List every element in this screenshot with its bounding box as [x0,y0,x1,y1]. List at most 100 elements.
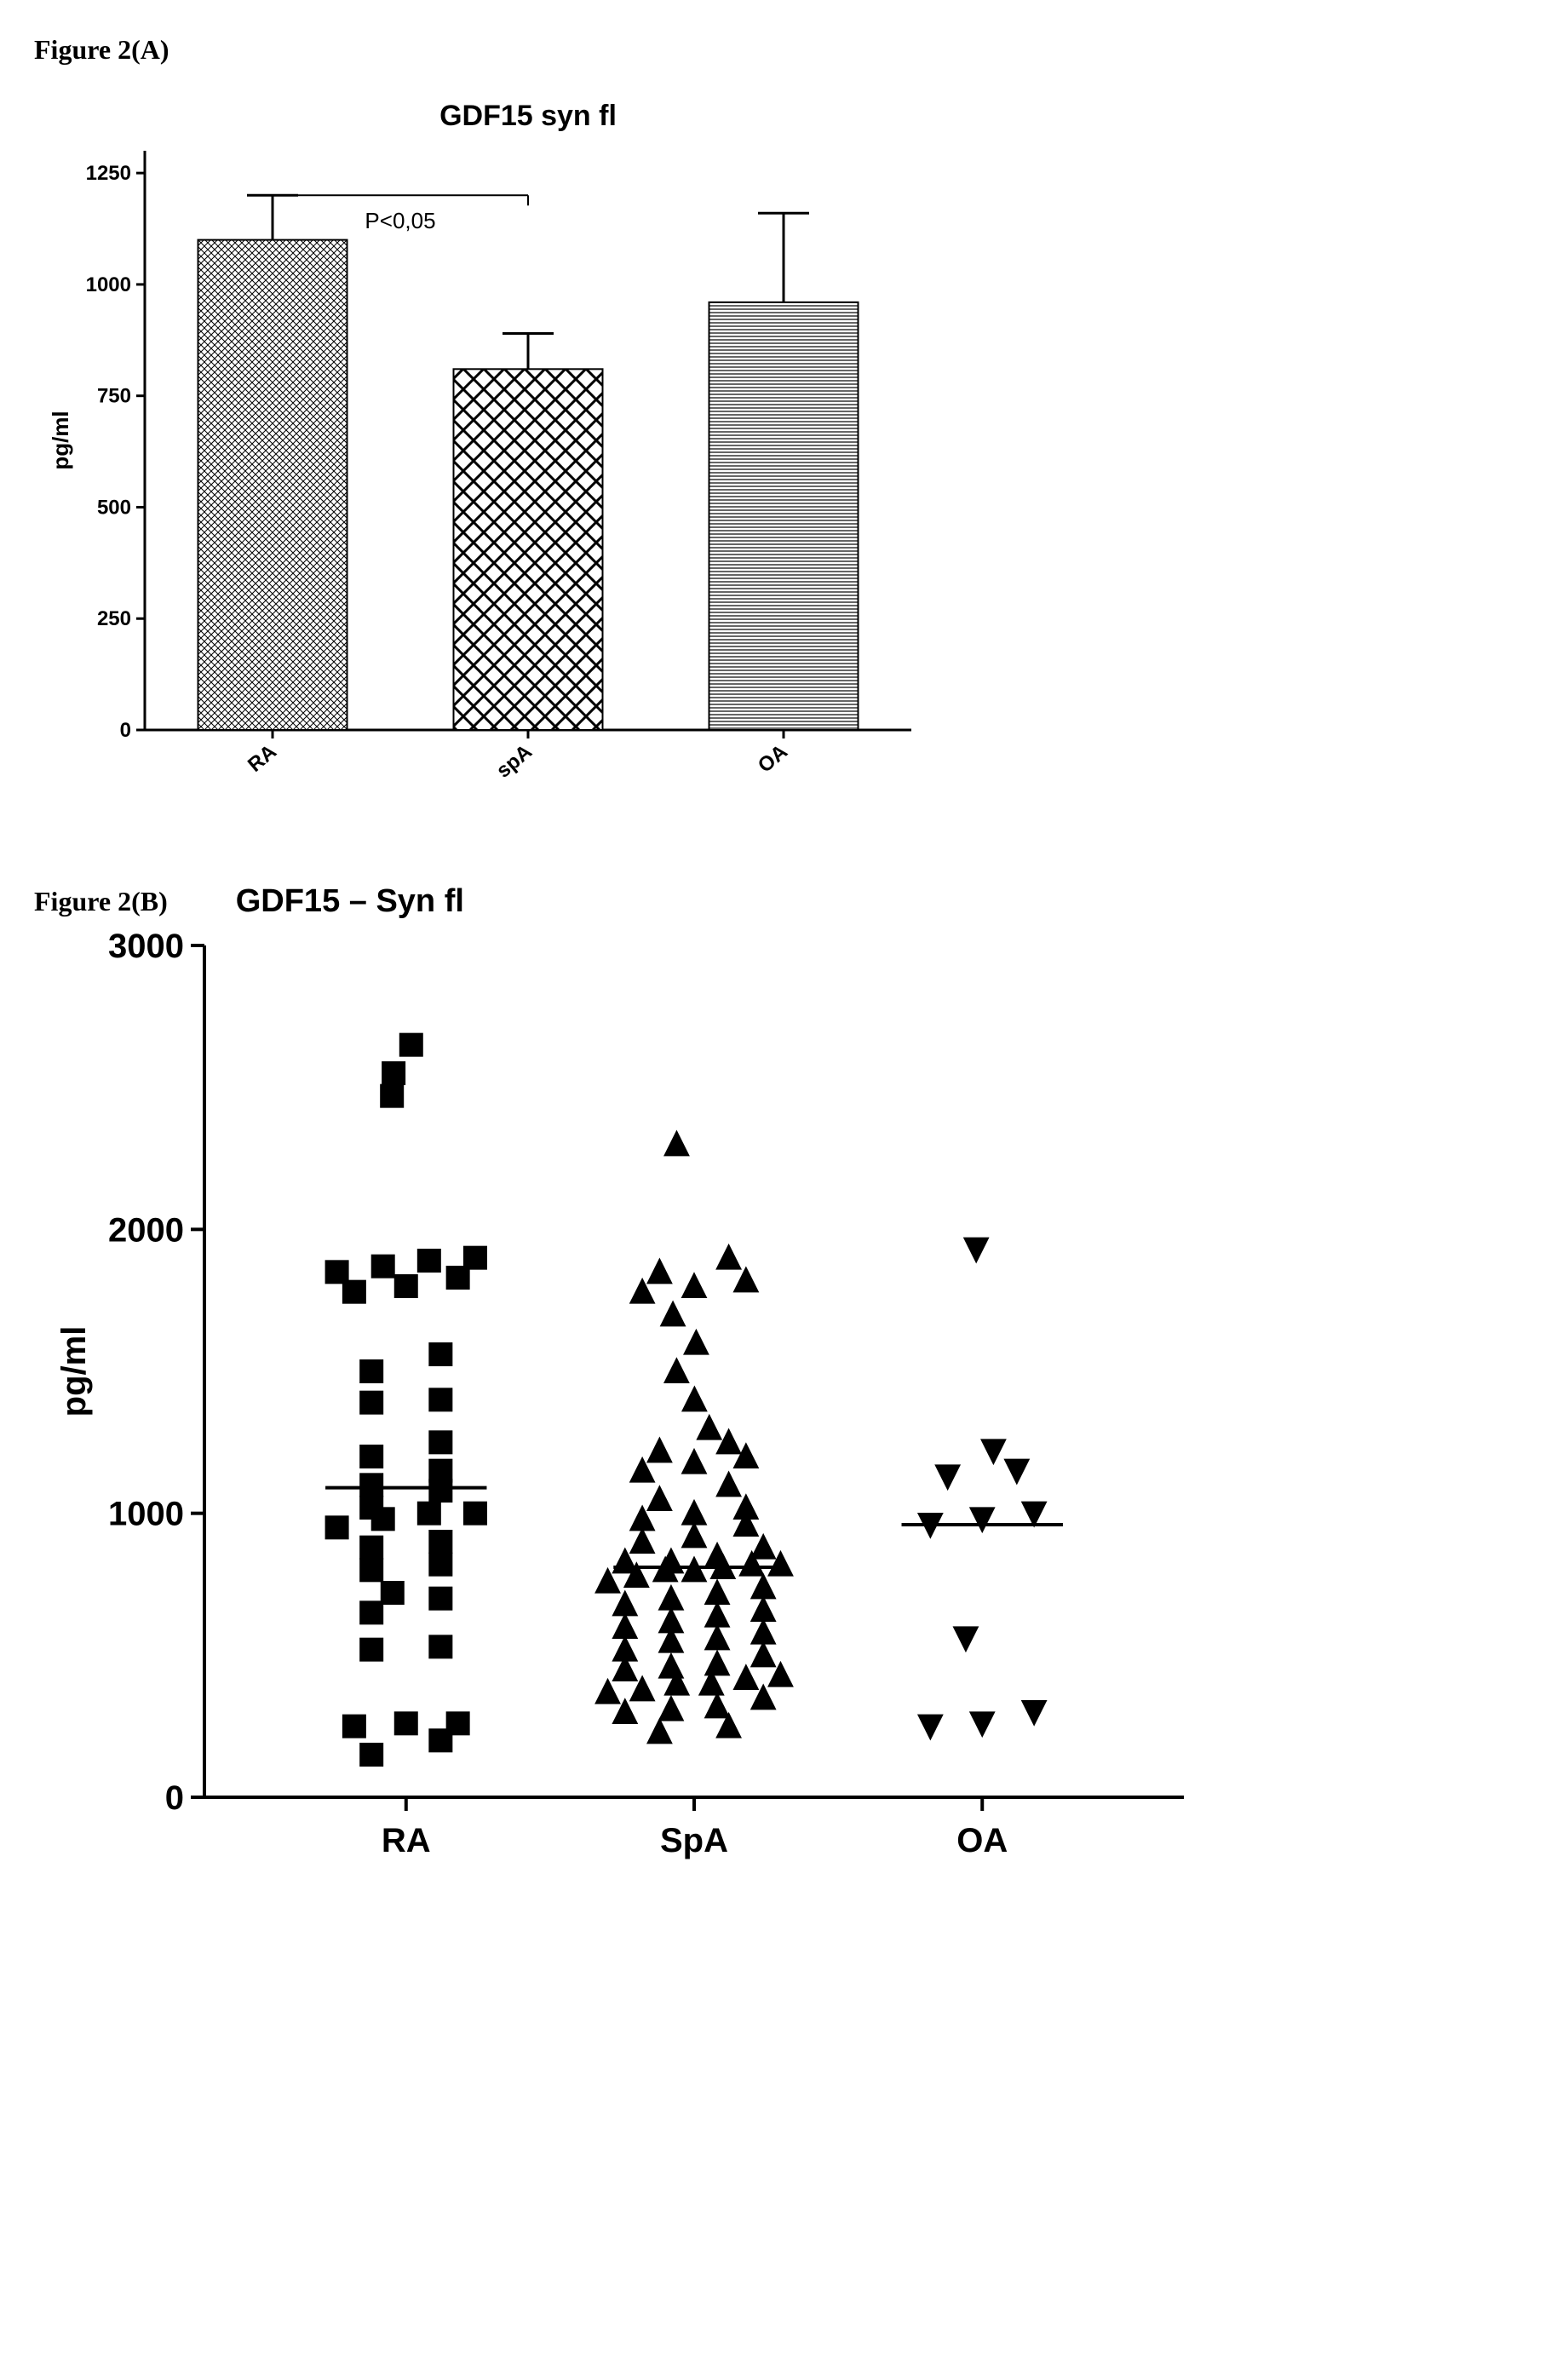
data-point [681,1499,708,1526]
data-point [681,1272,708,1298]
y-tick-label: 0 [120,719,131,742]
data-point [359,1743,383,1767]
chart-b-title: GDF15 – Syn fl [236,883,464,920]
data-point [612,1635,638,1662]
sig-label: P<0,05 [365,208,435,233]
data-point [359,1473,383,1497]
data-point [428,1587,452,1611]
data-point [382,1061,405,1085]
x-tick-label: OA [754,740,792,778]
data-point [359,1445,383,1468]
data-point [963,1238,990,1264]
data-point [658,1652,685,1679]
data-point [428,1430,452,1454]
figure-2b: Figure 2(B) GDF15 – Syn fl 0 1000 2000 3000… [34,883,1534,1916]
data-point [417,1249,441,1273]
data-point [428,1459,452,1483]
y-tick-label: 1000 [86,273,131,296]
data-point [704,1601,731,1628]
x-tick-label: RA [382,1822,431,1859]
data-point [663,1130,690,1157]
data-point [658,1584,685,1611]
data-point [704,1650,731,1676]
y-tick-label: 3000 [108,928,184,965]
y-tick-label: 500 [97,496,131,519]
data-point [969,1507,996,1533]
data-point [359,1391,383,1415]
figure-2a: Figure 2(A) GDF15 syn fl 0 250 500 750 1000 12… [34,34,1534,832]
data-point [646,1485,673,1511]
data-point [953,1626,979,1652]
data-point [612,1590,638,1617]
data-point [658,1548,685,1574]
data-point [394,1274,418,1298]
data-point [646,1258,673,1284]
data-point [359,1496,383,1520]
data-point [646,1437,673,1463]
data-point [417,1502,441,1526]
data-point [446,1711,470,1735]
data-point [371,1255,395,1279]
data-point [646,1718,673,1744]
data-point [715,1471,742,1497]
data-point [980,1439,1007,1465]
data-point [732,1267,759,1293]
data-point [704,1542,731,1568]
data-point [663,1357,690,1383]
chart-a-title: GDF15 syn fl [439,100,617,132]
data-point [325,1260,349,1284]
y-axis-label: pg/ml [55,1326,93,1417]
data-point [704,1692,731,1719]
data-point [342,1715,366,1738]
data-point [381,1581,405,1605]
data-point [732,1493,759,1520]
data-point [612,1612,638,1639]
chart-a-svg: GDF15 syn fl025050075010001250pg/mlRAspA… [34,83,945,832]
data-point [359,1600,383,1624]
data-point [428,1388,452,1411]
y-tick-label: 1250 [86,162,131,185]
bar [198,240,347,730]
figure-2a-label: Figure 2(A) [34,34,1534,66]
data-point [394,1711,418,1735]
x-tick-label: SpA [660,1822,728,1859]
data-point [660,1301,686,1327]
data-point [399,1033,423,1057]
y-tick-label: 1000 [108,1496,184,1533]
chart-a-container: GDF15 syn fl025050075010001250pg/mlRAspA… [34,83,1534,832]
data-point [428,1342,452,1366]
y-tick-label: 250 [97,607,131,630]
data-point [463,1502,487,1526]
data-point [750,1618,777,1645]
chart-b-container: 0100020003000pg/mlRASpAOA [34,928,1534,1916]
y-tick-label: 750 [97,385,131,408]
data-point [750,1595,777,1622]
data-point [359,1558,383,1582]
y-tick-label: 0 [165,1779,184,1817]
data-point [681,1522,708,1549]
y-tick-label: 2000 [108,1211,184,1249]
data-point [704,1624,731,1651]
data-point [917,1715,944,1741]
x-tick-label: RA [244,740,281,777]
data-point [325,1515,349,1539]
data-point [681,1386,708,1412]
data-point [463,1246,487,1270]
data-point [750,1533,777,1560]
data-point [715,1244,742,1270]
data-point [934,1464,961,1491]
bar [454,369,603,730]
data-point [704,1578,731,1605]
figure-2b-label: Figure 2(B) [34,886,168,917]
data-point [594,1678,621,1704]
data-point [681,1448,708,1474]
data-point [380,1084,404,1108]
data-point [750,1573,777,1600]
data-point [732,1664,759,1690]
data-point [969,1711,996,1738]
data-point [658,1607,685,1634]
data-point [658,1695,685,1721]
data-point [359,1536,383,1560]
bar [709,302,859,730]
chart-b-svg: 0100020003000pg/mlRASpAOA [34,928,1218,1916]
